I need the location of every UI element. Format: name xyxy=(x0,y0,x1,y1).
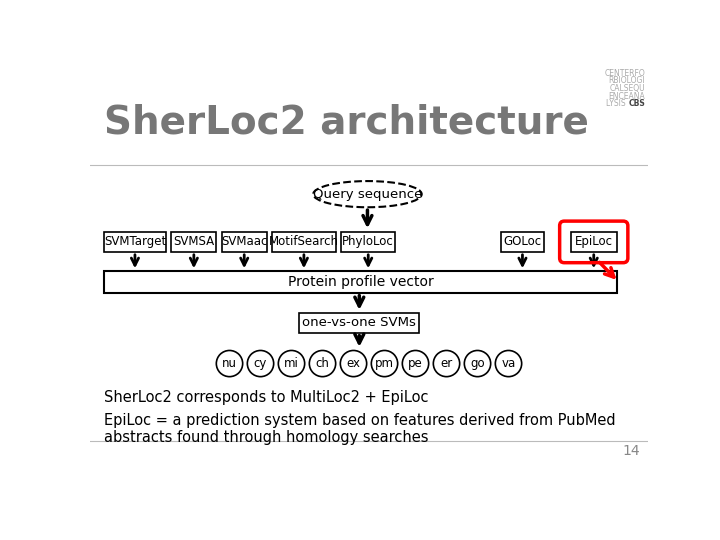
Text: er: er xyxy=(441,357,453,370)
Bar xyxy=(222,232,266,252)
Text: RBIOLOGI: RBIOLOGI xyxy=(608,76,645,85)
FancyArrowPatch shape xyxy=(600,262,614,277)
Text: EpiLoc: EpiLoc xyxy=(575,235,613,248)
Text: SVMaac: SVMaac xyxy=(221,235,267,248)
Text: ex: ex xyxy=(346,357,361,370)
Text: SherLoc2 corresponds to MultiLoc2 + EpiLoc: SherLoc2 corresponds to MultiLoc2 + EpiL… xyxy=(104,390,428,405)
Text: ENCEANA: ENCEANA xyxy=(608,92,645,101)
Text: EpiLoc = a prediction system based on features derived from PubMed
abstracts fou: EpiLoc = a prediction system based on fe… xyxy=(104,413,616,446)
Text: GOLoc: GOLoc xyxy=(503,235,541,248)
Bar xyxy=(570,232,617,252)
Text: SherLoc2 architecture: SherLoc2 architecture xyxy=(104,103,589,141)
Text: go: go xyxy=(470,357,485,370)
Text: CBS: CBS xyxy=(628,99,645,109)
Text: Query sequence: Query sequence xyxy=(312,188,422,201)
Text: pm: pm xyxy=(375,357,394,370)
Bar xyxy=(341,232,395,252)
Bar xyxy=(300,313,419,333)
Text: ch: ch xyxy=(315,357,330,370)
Text: MotifSearch: MotifSearch xyxy=(269,235,339,248)
Text: CENTERFO: CENTERFO xyxy=(604,69,645,78)
Text: nu: nu xyxy=(222,357,237,370)
Bar xyxy=(500,232,544,252)
Text: PhyloLoc: PhyloLoc xyxy=(342,235,394,248)
Bar xyxy=(104,271,617,293)
Bar xyxy=(272,232,336,252)
Text: cy: cy xyxy=(254,357,267,370)
Text: va: va xyxy=(501,357,516,370)
Text: one-vs-one SVMs: one-vs-one SVMs xyxy=(302,316,416,329)
Text: pe: pe xyxy=(408,357,423,370)
Text: 14: 14 xyxy=(623,444,640,457)
Text: LYSIS: LYSIS xyxy=(606,99,628,109)
Text: SVMTarget: SVMTarget xyxy=(104,235,166,248)
Bar xyxy=(171,232,216,252)
Text: mi: mi xyxy=(284,357,299,370)
Text: SVMSA: SVMSA xyxy=(174,235,215,248)
Text: Protein profile vector: Protein profile vector xyxy=(287,275,433,289)
Bar xyxy=(104,232,166,252)
Text: CALSEQU: CALSEQU xyxy=(609,84,645,93)
